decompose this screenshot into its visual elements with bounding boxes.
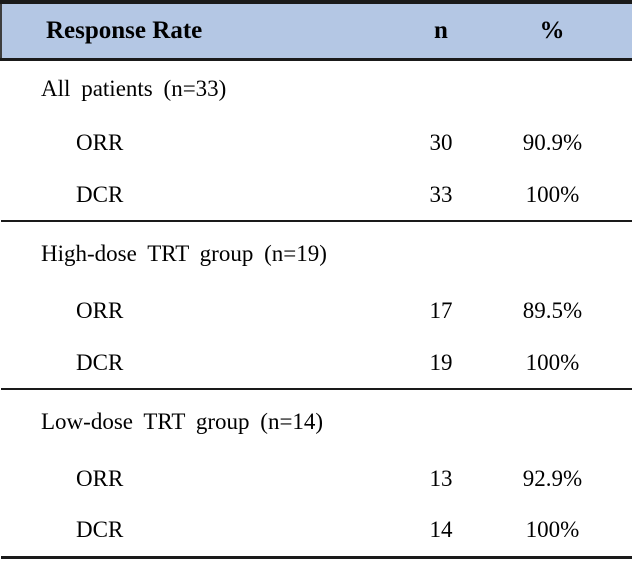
row-label: ORR (76, 130, 124, 155)
section-title-all-patients: All patients (n=33) (1, 60, 632, 118)
column-header-n: n (396, 2, 486, 61)
row-n-value: 19 (429, 349, 453, 375)
response-rate-table: Response Rate n % All patients (n=33) OR… (0, 0, 632, 559)
row-label: ORR (76, 298, 124, 323)
section-title-text: High-dose TRT group (n=19) (1, 220, 632, 285)
row-n-value: 33 (429, 181, 453, 207)
table-header-row: Response Rate n % (0, 2, 632, 61)
row-percent-value: 100% (525, 181, 580, 207)
row-percent-value: 100% (525, 349, 580, 375)
row-n-value: 30 (429, 130, 453, 155)
section-title-low-dose: Low-dose TRT group (n=14) (1, 388, 632, 453)
table-row-low-orr: ORR 13 92.9% (1, 453, 632, 505)
section-title-high-dose: High-dose TRT group (n=19) (1, 220, 632, 285)
column-header-percent: % (486, 2, 632, 61)
table-row-all-orr: ORR 30 90.9% (1, 117, 632, 169)
table-row-high-dcr: DCR 19 100% (1, 337, 632, 389)
row-percent-value: 92.9% (522, 466, 583, 491)
row-label: DCR (76, 349, 124, 375)
table-row-low-dcr: DCR 14 100% (1, 505, 632, 557)
row-percent-value: 90.9% (522, 130, 583, 155)
column-header-response-rate: Response Rate (0, 2, 396, 61)
row-n-value: 13 (429, 466, 453, 491)
row-label: DCR (76, 181, 124, 207)
row-label: DCR (76, 517, 124, 543)
section-title-text: Low-dose TRT group (n=14) (1, 388, 632, 453)
row-n-value: 14 (429, 517, 453, 543)
row-percent-value: 100% (525, 517, 580, 543)
row-n-value: 17 (429, 298, 453, 323)
table-row-all-dcr: DCR 33 100% (1, 169, 632, 221)
row-label: ORR (76, 466, 124, 491)
row-percent-value: 89.5% (522, 298, 583, 323)
table-row-high-orr: ORR 17 89.5% (1, 285, 632, 337)
section-title-text: All patients (n=33) (41, 76, 227, 101)
